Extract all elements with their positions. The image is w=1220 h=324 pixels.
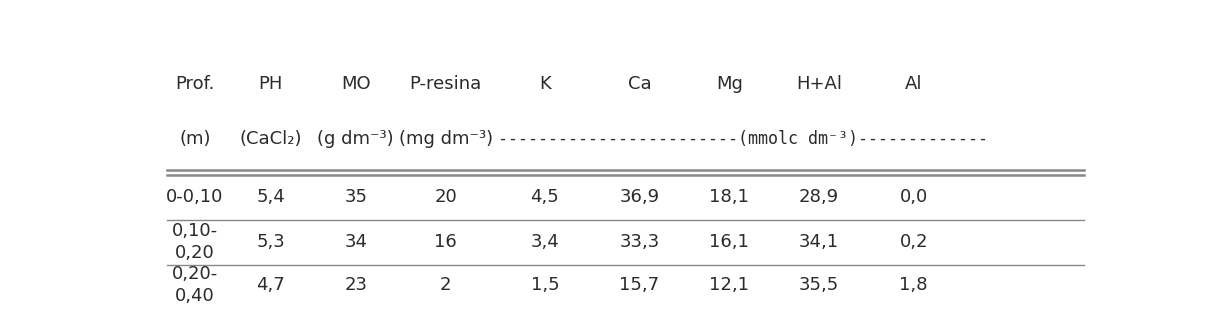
Text: 4,5: 4,5 <box>531 188 559 206</box>
Text: 1,5: 1,5 <box>531 276 559 294</box>
Text: 15,7: 15,7 <box>620 276 660 294</box>
Text: 18,1: 18,1 <box>709 188 749 206</box>
Text: 34,1: 34,1 <box>799 233 839 251</box>
Text: ------------------------(mmolc dm⁻³)-------------: ------------------------(mmolc dm⁻³)----… <box>499 130 988 148</box>
Text: P-resina: P-resina <box>410 75 482 93</box>
Text: H+Al: H+Al <box>797 75 842 93</box>
Text: 35: 35 <box>344 188 367 206</box>
Text: 35,5: 35,5 <box>799 276 839 294</box>
Text: 0,2: 0,2 <box>899 233 928 251</box>
Text: 34: 34 <box>344 233 367 251</box>
Text: 20: 20 <box>434 188 458 206</box>
Text: 16: 16 <box>434 233 458 251</box>
Text: 0,0: 0,0 <box>899 188 927 206</box>
Text: 4,7: 4,7 <box>256 276 285 294</box>
Text: 12,1: 12,1 <box>709 276 749 294</box>
Text: Ca: Ca <box>627 75 651 93</box>
Text: Prof.: Prof. <box>176 75 215 93</box>
Text: 33,3: 33,3 <box>620 233 660 251</box>
Text: 2: 2 <box>440 276 451 294</box>
Text: 1,8: 1,8 <box>899 276 928 294</box>
Text: 16,1: 16,1 <box>709 233 749 251</box>
Text: 23: 23 <box>344 276 367 294</box>
Text: 36,9: 36,9 <box>620 188 660 206</box>
Text: 5,4: 5,4 <box>256 188 285 206</box>
Text: 3,4: 3,4 <box>531 233 559 251</box>
Text: 5,3: 5,3 <box>256 233 285 251</box>
Text: K: K <box>539 75 550 93</box>
Text: 0,20-
0,40: 0,20- 0,40 <box>172 264 218 305</box>
Text: (CaCl₂): (CaCl₂) <box>239 130 301 148</box>
Text: 0,10-
0,20: 0,10- 0,20 <box>172 222 218 262</box>
Text: Mg: Mg <box>716 75 743 93</box>
Text: 0-0,10: 0-0,10 <box>166 188 223 206</box>
Text: (mg dm⁻³): (mg dm⁻³) <box>399 130 493 148</box>
Text: 28,9: 28,9 <box>799 188 839 206</box>
Text: MO: MO <box>340 75 371 93</box>
Text: Al: Al <box>905 75 922 93</box>
Text: PH: PH <box>259 75 283 93</box>
Text: (g dm⁻³): (g dm⁻³) <box>317 130 394 148</box>
Text: (m): (m) <box>179 130 211 148</box>
